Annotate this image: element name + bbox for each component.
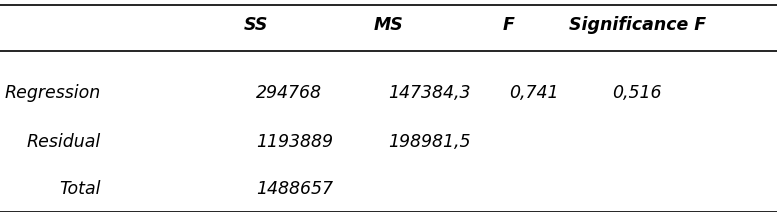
- Text: 198981,5: 198981,5: [388, 133, 471, 151]
- Text: Total: Total: [60, 180, 101, 198]
- Text: 294768: 294768: [256, 84, 322, 102]
- Text: Residual: Residual: [26, 133, 101, 151]
- Text: 0,741: 0,741: [509, 84, 559, 102]
- Text: Significance F: Significance F: [569, 17, 706, 34]
- Text: 0,516: 0,516: [612, 84, 662, 102]
- Text: MS: MS: [374, 17, 403, 34]
- Text: Regression: Regression: [5, 84, 101, 102]
- Text: 147384,3: 147384,3: [388, 84, 471, 102]
- Text: SS: SS: [244, 17, 269, 34]
- Text: F: F: [503, 17, 515, 34]
- Text: 1193889: 1193889: [256, 133, 333, 151]
- Text: 1488657: 1488657: [256, 180, 333, 198]
